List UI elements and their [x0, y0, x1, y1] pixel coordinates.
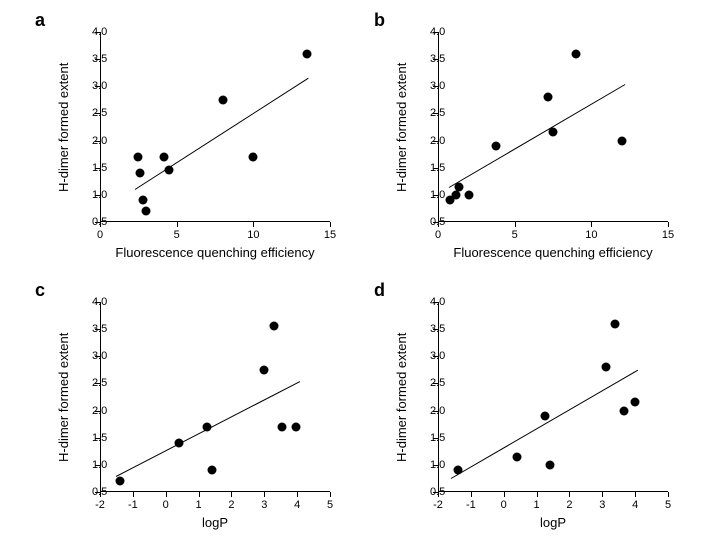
x-tick [231, 492, 232, 497]
data-point [544, 93, 553, 102]
x-tick [635, 492, 636, 497]
x-tick-label: 5 [665, 499, 671, 511]
panel-label-c: c [35, 280, 45, 301]
x-tick [504, 492, 505, 497]
plot-area-a: 0510150.51.01.52.02.53.03.54.0Fluorescen… [100, 32, 330, 222]
data-point [464, 190, 473, 199]
x-tick [297, 492, 298, 497]
x-tick-label: 5 [174, 229, 180, 241]
y-axis-title-a: H-dimer formed extent [56, 62, 71, 191]
x-tick-label: 5 [512, 229, 518, 241]
x-axis-title-d: logP [540, 515, 566, 530]
data-point [291, 422, 300, 431]
x-axis-b [438, 221, 668, 222]
panel-label-d: d [374, 280, 385, 301]
x-axis-title-a: Fluorescence quenching efficiency [115, 245, 314, 260]
x-tick-label: 4 [632, 499, 638, 511]
x-tick-label: 15 [324, 229, 336, 241]
x-tick [253, 222, 254, 227]
x-tick [602, 492, 603, 497]
x-tick [177, 222, 178, 227]
x-tick [330, 222, 331, 227]
data-point [115, 477, 124, 486]
x-tick [537, 492, 538, 497]
data-point [618, 136, 627, 145]
data-point [303, 49, 312, 58]
x-tick-label: 3 [599, 499, 605, 511]
data-point [631, 398, 640, 407]
x-tick-label: 0 [163, 499, 169, 511]
x-tick-label: 0 [435, 229, 441, 241]
data-point [202, 422, 211, 431]
panel-label-a: a [35, 10, 45, 31]
data-point [492, 142, 501, 151]
x-tick-label: 5 [327, 499, 333, 511]
panel-label-b: b [374, 10, 385, 31]
figure: a 0510150.51.01.52.02.53.03.54.0Fluoresce… [0, 0, 704, 543]
x-tick-label: -1 [128, 499, 138, 511]
data-point [572, 49, 581, 58]
x-tick [330, 492, 331, 497]
y-axis-title-c: H-dimer formed extent [56, 332, 71, 461]
x-tick [199, 492, 200, 497]
data-point [207, 466, 216, 475]
x-axis-d [438, 491, 668, 492]
x-tick [264, 492, 265, 497]
x-tick [515, 222, 516, 227]
fit-line-b [448, 84, 625, 188]
x-axis-a [100, 221, 330, 222]
x-tick-label: 1 [534, 499, 540, 511]
x-tick [166, 492, 167, 497]
data-point [549, 128, 558, 137]
x-tick [133, 492, 134, 497]
data-point [452, 190, 461, 199]
data-point [619, 406, 628, 415]
plot-area-c: -2-10123450.51.01.52.02.53.03.54.0logPH-… [100, 302, 330, 492]
data-point [165, 166, 174, 175]
x-tick-label: 2 [228, 499, 234, 511]
plot-area-d: -2-10123450.51.01.52.02.53.03.54.0logPH-… [438, 302, 668, 492]
x-tick-label: 10 [247, 229, 259, 241]
data-point [174, 439, 183, 448]
x-tick-label: 0 [501, 499, 507, 511]
y-axis-title-b: H-dimer formed extent [394, 62, 409, 191]
data-point [453, 466, 462, 475]
data-point [138, 196, 147, 205]
data-point [540, 412, 549, 421]
data-point [455, 182, 464, 191]
data-point [278, 422, 287, 431]
x-tick-label: 3 [261, 499, 267, 511]
data-point [135, 169, 144, 178]
x-tick [668, 222, 669, 227]
x-axis-title-b: Fluorescence quenching efficiency [453, 245, 652, 260]
data-point [270, 322, 279, 331]
data-point [142, 207, 151, 216]
data-point [260, 365, 269, 374]
x-axis-title-c: logP [202, 515, 228, 530]
data-point [512, 452, 521, 461]
x-axis-c [100, 491, 330, 492]
data-point [134, 152, 143, 161]
x-tick [569, 492, 570, 497]
y-axis-title-d: H-dimer formed extent [394, 332, 409, 461]
data-point [545, 460, 554, 469]
x-tick [591, 222, 592, 227]
x-tick-label: 10 [585, 229, 597, 241]
x-tick-label: -2 [95, 499, 105, 511]
plot-area-b: 0510150.51.01.52.02.53.03.54.0Fluorescen… [438, 32, 668, 222]
data-point [160, 152, 169, 161]
x-tick-label: 15 [662, 229, 674, 241]
data-point [611, 319, 620, 328]
data-point [601, 363, 610, 372]
data-point [249, 152, 258, 161]
x-tick-label: 2 [566, 499, 572, 511]
data-point [218, 95, 227, 104]
x-tick-label: -1 [466, 499, 476, 511]
x-tick-label: 0 [97, 229, 103, 241]
x-tick [668, 492, 669, 497]
x-tick-label: 1 [196, 499, 202, 511]
x-tick-label: -2 [433, 499, 443, 511]
x-tick [471, 492, 472, 497]
x-tick-label: 4 [294, 499, 300, 511]
